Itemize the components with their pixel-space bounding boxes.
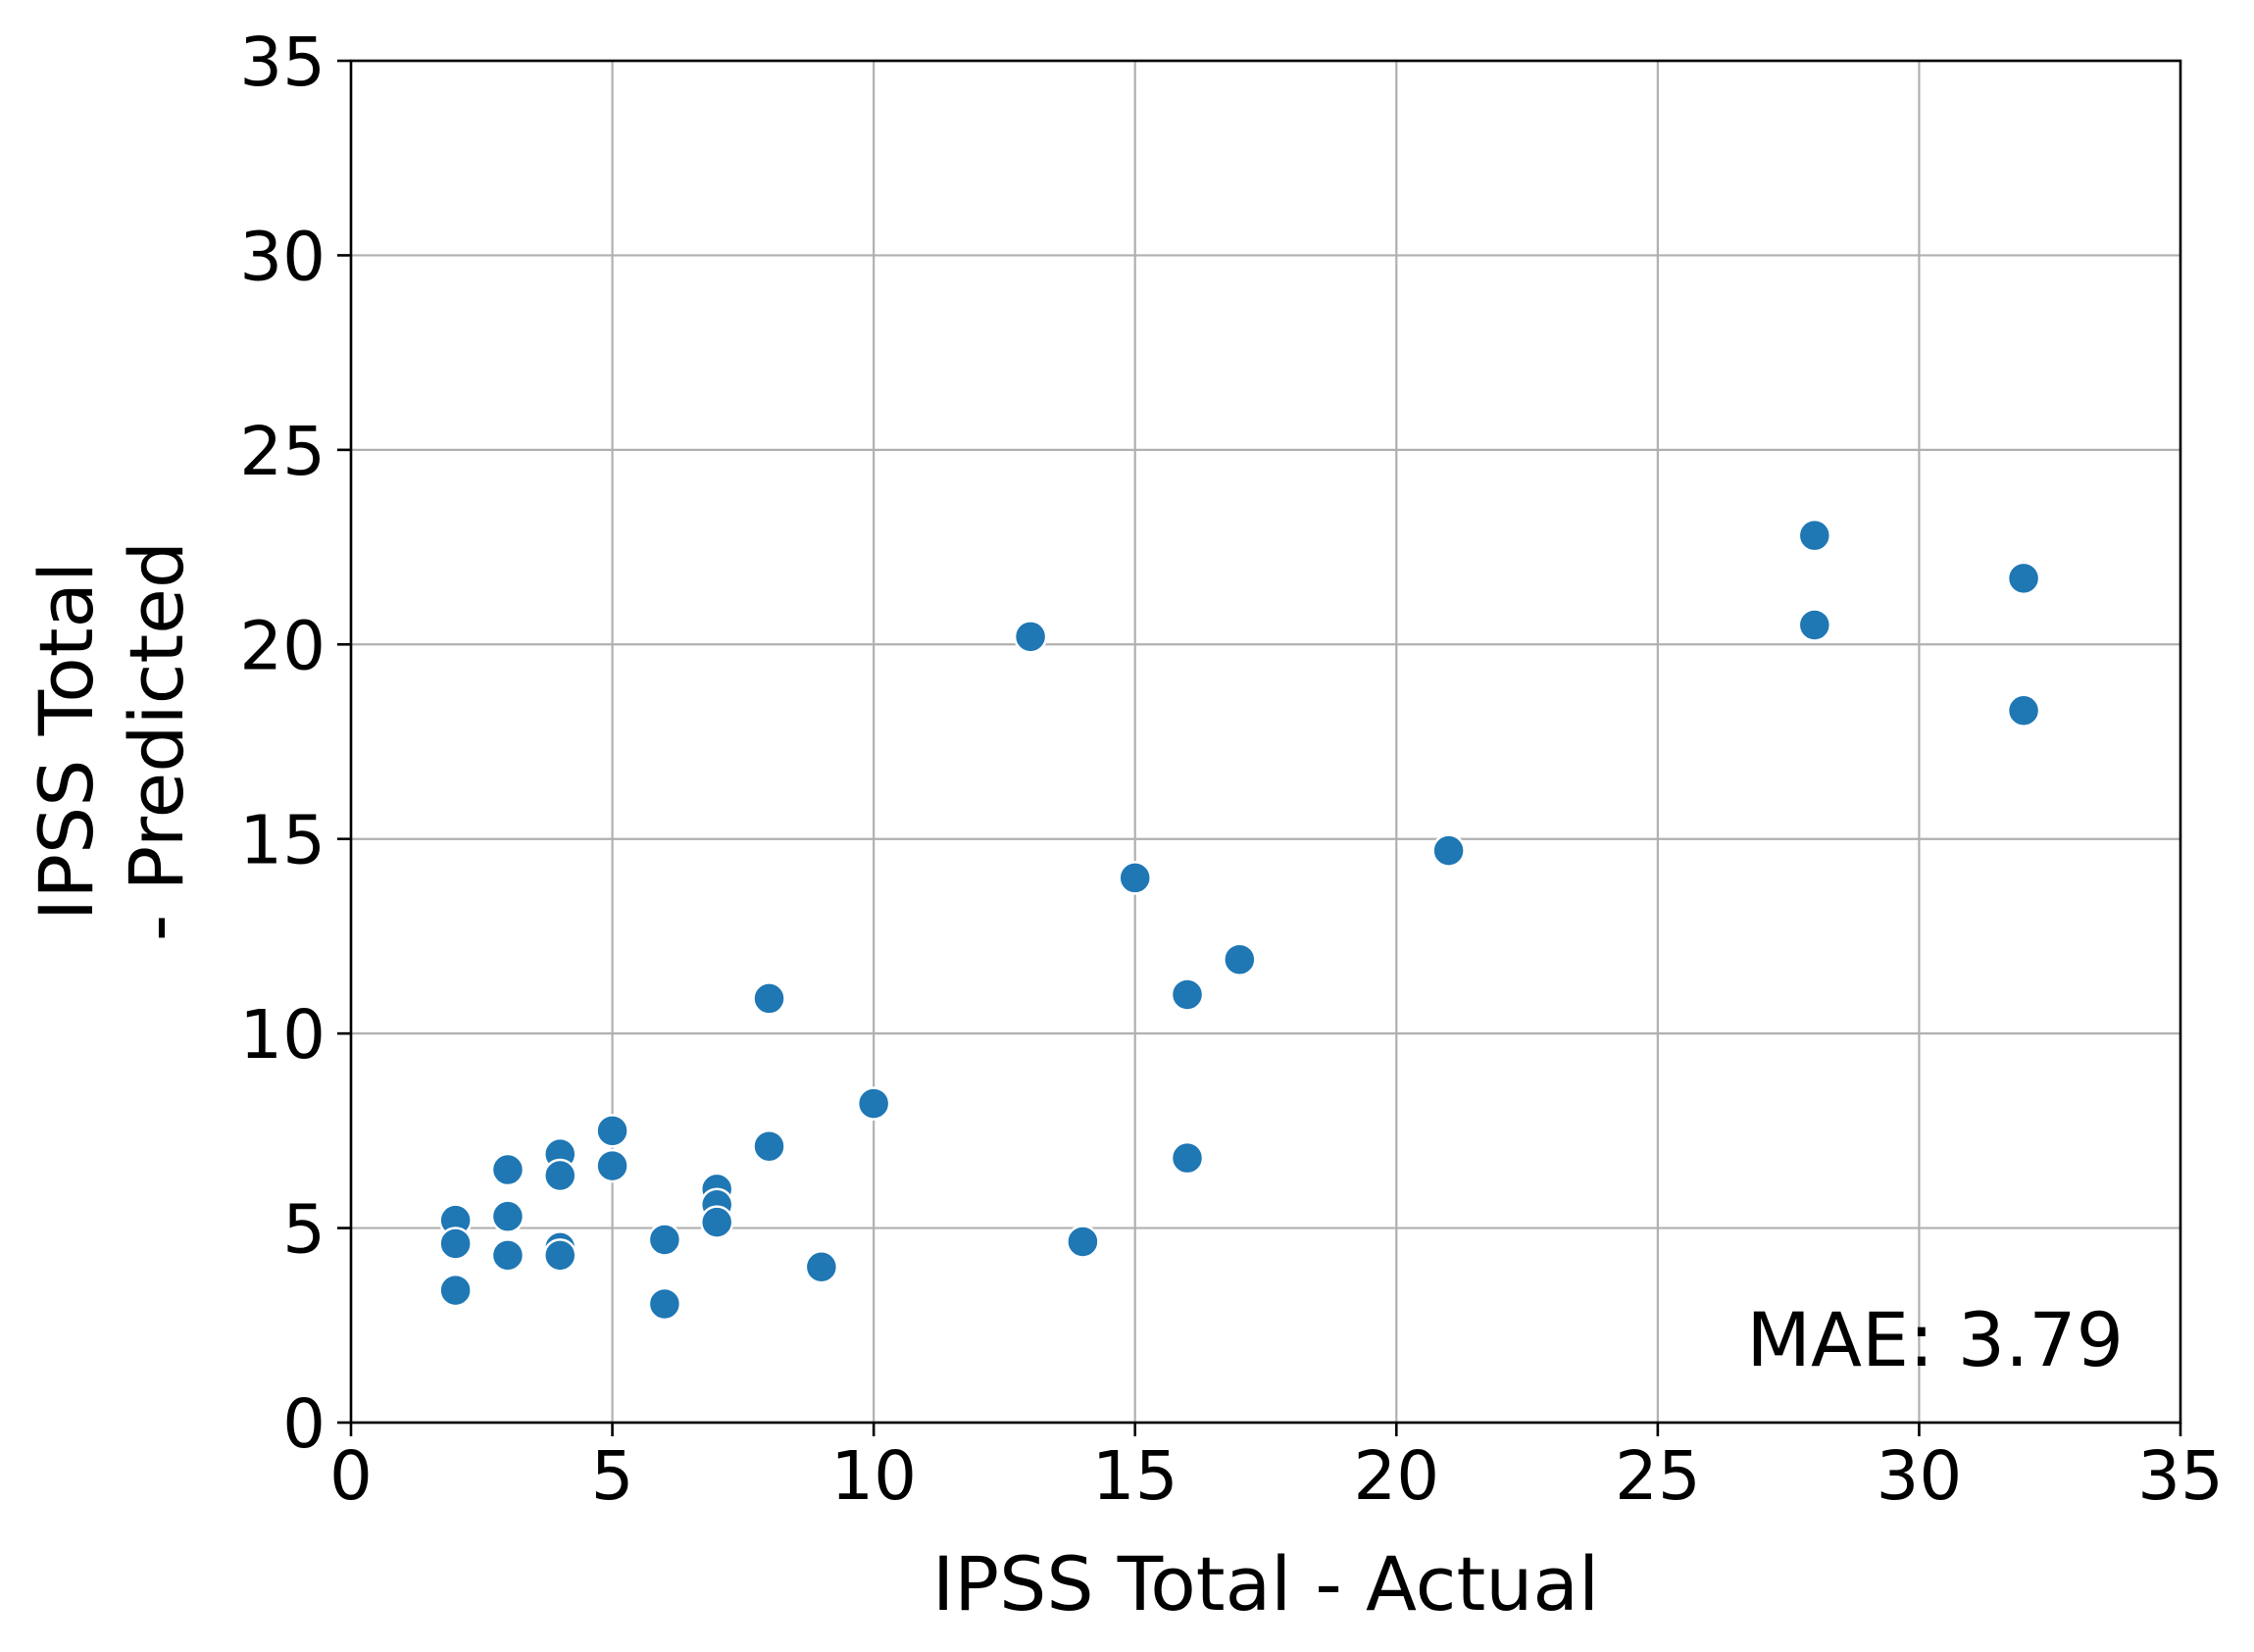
x-tick-label: 35	[2137, 1437, 2224, 1516]
y-tick-label: 0	[282, 1385, 326, 1464]
scatter-point	[699, 1205, 734, 1239]
x-tick-label: 0	[329, 1437, 373, 1516]
scatter-point	[543, 1158, 577, 1193]
scatter-point	[647, 1286, 682, 1322]
grid-lines	[349, 59, 2182, 1425]
x-tick-label: 20	[1353, 1437, 1439, 1516]
x-axis-label: IPSS Total - Actual	[932, 1540, 1599, 1627]
scatter-point	[438, 1226, 473, 1261]
scatter-point	[595, 1114, 629, 1148]
y-axis-label: IPSS Total - Predicted	[23, 541, 200, 941]
y-tick-label: 25	[239, 413, 326, 491]
x-tick-label: 5	[591, 1437, 634, 1516]
scatter-point	[490, 1238, 526, 1273]
x-tick-label: 25	[1615, 1437, 1701, 1516]
scatter-point	[856, 1086, 891, 1121]
scatter-point	[2006, 693, 2041, 728]
scatter-point	[804, 1250, 839, 1284]
y-tick-label: 10	[239, 996, 326, 1075]
scatter-point	[595, 1148, 629, 1183]
scatter-point	[1223, 942, 1257, 976]
scatter-point	[1431, 833, 1466, 868]
scatter-point	[752, 1128, 786, 1164]
x-tick-label: 15	[1092, 1437, 1178, 1516]
scatter-point	[647, 1223, 682, 1257]
scatter-point	[438, 1273, 473, 1308]
scatter-point	[752, 981, 786, 1016]
x-tick-label: 10	[830, 1437, 917, 1516]
scatter-point	[490, 1152, 526, 1187]
data-points	[438, 518, 2041, 1322]
mae-annotation: MAE: 3.79	[1746, 1296, 2124, 1383]
y-tick-label: 20	[239, 607, 326, 685]
x-tick-label: 30	[1877, 1437, 1963, 1516]
scatter-point	[1118, 861, 1152, 895]
y-tick-label: 30	[239, 218, 326, 296]
scatter-point	[1170, 1140, 1205, 1176]
scatter-point	[1797, 608, 1832, 642]
y-axis-label-line-1: IPSS Total	[23, 562, 110, 921]
scatter-point	[1013, 620, 1048, 654]
scatter-point	[543, 1238, 577, 1273]
scatter-point	[2006, 561, 2041, 596]
scatter-point	[1170, 977, 1205, 1012]
y-axis-label-line-2: - Predicted	[113, 541, 200, 941]
y-tick-label: 35	[239, 24, 326, 102]
y-tick-label: 5	[282, 1191, 326, 1270]
axis-ticks: 0 5 10 15 20 25 30 35 0 5 10 15 20 25 30 35	[239, 24, 2224, 1516]
y-tick-label: 15	[239, 802, 326, 880]
plot-area-frame	[349, 59, 2182, 1425]
scatter-point	[1797, 518, 1832, 553]
scatter-point	[490, 1199, 526, 1233]
scatter-point	[1066, 1225, 1100, 1259]
